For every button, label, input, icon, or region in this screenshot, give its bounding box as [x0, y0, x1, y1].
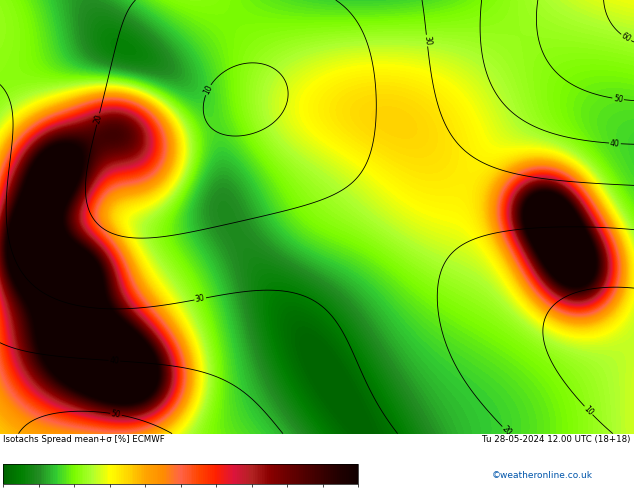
Text: 40: 40 [109, 356, 120, 366]
Text: 50: 50 [612, 94, 624, 104]
Text: 20: 20 [500, 424, 513, 438]
Text: Tu 28-05-2024 12.00 UTC (18+18): Tu 28-05-2024 12.00 UTC (18+18) [482, 435, 631, 444]
Text: 30: 30 [195, 294, 206, 304]
Text: Isotachs Spread mean+σ [%] ECMWF: Isotachs Spread mean+σ [%] ECMWF [3, 435, 165, 444]
Text: 40: 40 [610, 139, 620, 148]
Text: 20: 20 [93, 113, 104, 124]
Text: 50: 50 [110, 409, 122, 419]
Text: 10: 10 [582, 404, 595, 417]
Text: ©weatheronline.co.uk: ©weatheronline.co.uk [491, 471, 593, 480]
Text: 60: 60 [619, 31, 633, 44]
Text: 30: 30 [422, 35, 432, 46]
Text: 10: 10 [202, 84, 214, 96]
